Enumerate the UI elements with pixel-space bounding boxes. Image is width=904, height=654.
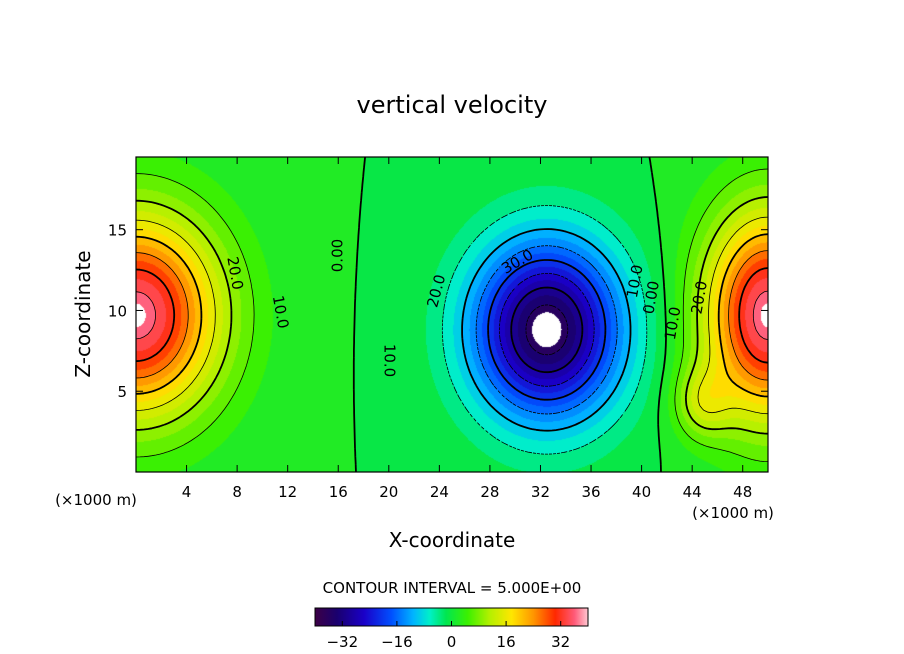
x-tick-label: 28 xyxy=(480,483,499,501)
x-tick-label: 16 xyxy=(329,483,348,501)
colorbar-tick-label: −16 xyxy=(381,633,413,651)
x-tick-label: 48 xyxy=(733,483,752,501)
colorbar-tick-label: 32 xyxy=(551,633,570,651)
contour-label: 0.00 xyxy=(639,279,663,315)
y-tick-label: 10 xyxy=(108,302,127,320)
y-tick-label: 5 xyxy=(117,383,127,401)
contour-label: 20.0 xyxy=(687,279,711,315)
contour-label: 10.0 xyxy=(269,294,293,330)
contour-label: 0.00 xyxy=(329,239,347,272)
x-tick-label: 40 xyxy=(632,483,651,501)
contour-line xyxy=(510,286,584,374)
contour-line xyxy=(136,267,768,364)
contour-line xyxy=(136,250,768,381)
y-axis-label: Z-coordinate xyxy=(71,250,95,377)
velocity-field xyxy=(136,157,768,472)
contour-line xyxy=(525,304,569,356)
contour-line xyxy=(352,157,667,472)
x-tick-label: 20 xyxy=(379,483,398,501)
x-unit-label-right: (×1000 m) xyxy=(692,504,774,522)
x-tick-label: 44 xyxy=(683,483,702,501)
x-unit-label-left: (×1000 m) xyxy=(55,491,137,509)
contour-label: 20.0 xyxy=(223,255,247,291)
x-tick-label: 36 xyxy=(581,483,600,501)
plot-frame xyxy=(135,156,769,473)
contour-line xyxy=(475,245,618,415)
x-tick-label: 8 xyxy=(232,483,242,501)
colorbar-tick-label: 16 xyxy=(497,633,516,651)
contour-line xyxy=(499,273,595,387)
contour-line xyxy=(136,168,768,462)
contour-line xyxy=(136,216,768,415)
y-axis-ticks: 5 10 15 xyxy=(108,222,768,401)
x-tick-label: 12 xyxy=(278,483,297,501)
contour-line xyxy=(461,228,632,432)
contour-lines xyxy=(136,157,768,472)
contour-line xyxy=(136,290,768,340)
colorbar-tick-label: −32 xyxy=(326,633,358,651)
colorbar-ticks: −32 −16 0 16 32 xyxy=(326,621,570,651)
colorbar-tick-label: 0 xyxy=(447,633,457,651)
chart-title: vertical velocity xyxy=(357,91,548,119)
x-axis-ticks: 4 8 12 16 20 24 28 32 36 40 44 48 xyxy=(182,157,752,501)
x-tick-label: 4 xyxy=(182,483,192,501)
contour-line xyxy=(136,196,768,435)
x-tick-label: 32 xyxy=(531,483,550,501)
y-tick-label: 15 xyxy=(108,222,127,240)
x-axis-label: X-coordinate xyxy=(389,528,516,552)
contour-label: 10.0 xyxy=(661,305,685,341)
contour-line xyxy=(136,233,768,398)
contour-label: 10.0 xyxy=(380,344,398,377)
contour-interval-text: CONTOUR INTERVAL = 5.000E+00 xyxy=(323,579,582,597)
contour-line xyxy=(441,205,648,455)
contour-label: 10.0 xyxy=(623,263,647,299)
contour-line xyxy=(487,259,607,401)
x-tick-label: 24 xyxy=(430,483,449,501)
